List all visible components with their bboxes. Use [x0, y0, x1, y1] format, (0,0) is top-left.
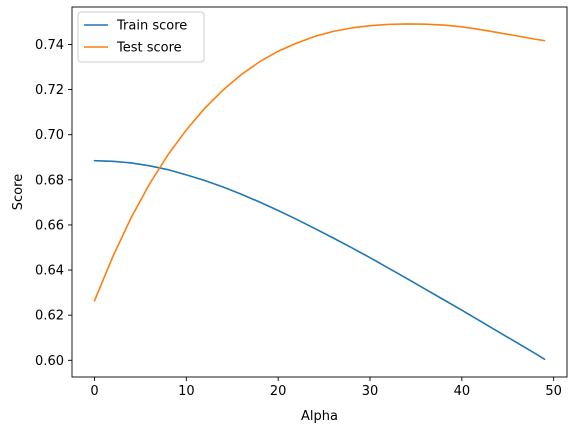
y-tick-label: 0.62 [35, 309, 64, 324]
y-tick-label: 0.72 [35, 83, 64, 98]
y-tick-label: 0.64 [35, 264, 64, 279]
plot-frame [71, 6, 568, 378]
legend: Train score Test score [77, 11, 205, 63]
x-axis: 0 10 20 30 40 50 [90, 377, 562, 399]
x-tick-label: 40 [454, 384, 471, 399]
legend-box [77, 11, 205, 63]
legend-label-test-score: Test score [116, 41, 182, 56]
x-tick-label: 0 [90, 384, 98, 399]
x-tick-label: 30 [362, 384, 379, 399]
x-tick-label: 10 [178, 384, 195, 399]
x-axis-label: Alpha [301, 409, 338, 424]
series-line-train-score [93, 159, 546, 360]
y-tick-label: 0.60 [35, 354, 64, 369]
y-tick-label: 0.74 [35, 38, 64, 53]
y-axis: 0.60 0.62 0.64 0.66 0.68 0.70 0.72 0.74 [35, 38, 72, 369]
series-line-test-score [93, 23, 546, 302]
x-tick-label: 20 [270, 384, 287, 399]
legend-label-train-score: Train score [116, 19, 187, 34]
y-axis-label: Score [11, 174, 26, 210]
y-tick-label: 0.66 [35, 218, 64, 233]
x-tick-label: 50 [545, 384, 562, 399]
series-layer [93, 23, 546, 360]
y-tick-label: 0.70 [35, 128, 64, 143]
y-tick-label: 0.68 [35, 173, 64, 188]
